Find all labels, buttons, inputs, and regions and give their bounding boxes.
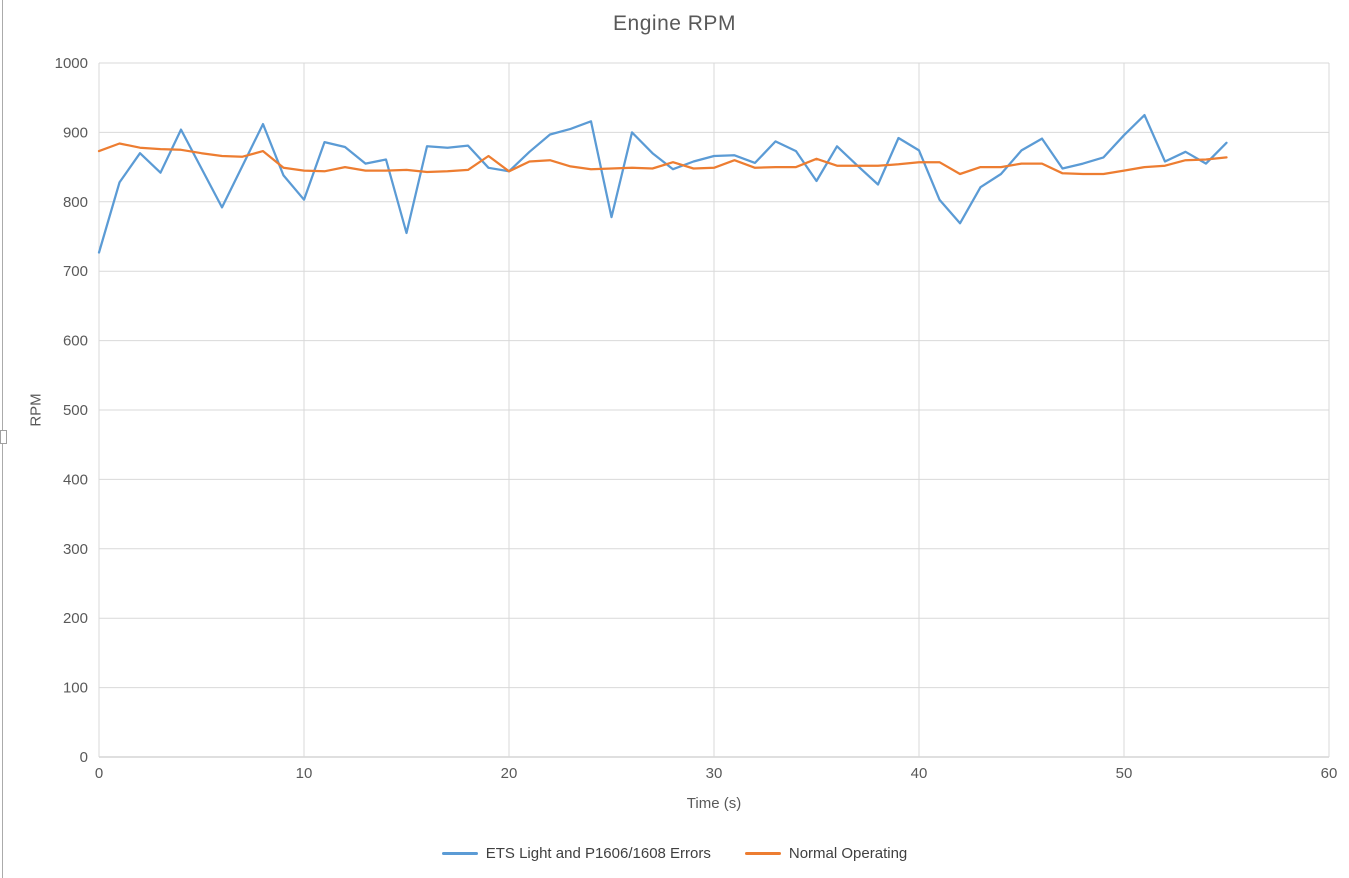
x-tick-label[interactable]: 30 bbox=[706, 765, 723, 782]
x-tick-label[interactable]: 10 bbox=[296, 765, 313, 782]
y-tick-label[interactable]: 600 bbox=[63, 333, 88, 350]
chart-legend[interactable]: ETS Light and P1606/1608 Errors Normal O… bbox=[0, 845, 1349, 862]
legend-item-normal[interactable]: Normal Operating bbox=[744, 845, 908, 862]
legend-normal-label: Normal Operating bbox=[788, 845, 908, 862]
x-tick-label[interactable]: 40 bbox=[911, 765, 928, 782]
legend-ets-label: ETS Light and P1606/1608 Errors bbox=[485, 845, 711, 862]
chart-selection-handle[interactable] bbox=[0, 430, 7, 444]
y-tick-label[interactable]: 400 bbox=[63, 471, 88, 488]
legend-normal-line-sample bbox=[744, 852, 781, 855]
y-tick-label[interactable]: 500 bbox=[63, 402, 88, 419]
series-line-normal[interactable] bbox=[97, 142, 1228, 176]
y-tick-label[interactable]: 100 bbox=[63, 680, 88, 697]
y-tick-label[interactable]: 900 bbox=[63, 124, 88, 141]
legend-ets-line-sample bbox=[441, 852, 478, 855]
series-line-ets[interactable] bbox=[97, 113, 1228, 254]
y-tick-label[interactable]: 700 bbox=[63, 263, 88, 280]
legend-item-ets[interactable]: ETS Light and P1606/1608 Errors bbox=[441, 845, 711, 862]
x-tick-label[interactable]: 50 bbox=[1116, 765, 1133, 782]
x-axis-title[interactable]: Time (s) bbox=[686, 795, 742, 812]
y-tick-label[interactable]: 0 bbox=[80, 749, 88, 766]
x-tick-label[interactable]: 20 bbox=[501, 765, 518, 782]
chart-title[interactable]: Engine RPM bbox=[613, 12, 736, 35]
y-tick-label[interactable]: 800 bbox=[63, 194, 88, 211]
y-tick-label[interactable]: 200 bbox=[63, 610, 88, 627]
y-tick-label[interactable]: 1000 bbox=[55, 55, 88, 72]
y-axis-title[interactable]: RPM bbox=[27, 393, 45, 427]
x-tick-label[interactable]: 60 bbox=[1321, 765, 1338, 782]
y-tick-label[interactable]: 300 bbox=[63, 541, 88, 558]
x-tick-label[interactable]: 0 bbox=[95, 765, 103, 782]
